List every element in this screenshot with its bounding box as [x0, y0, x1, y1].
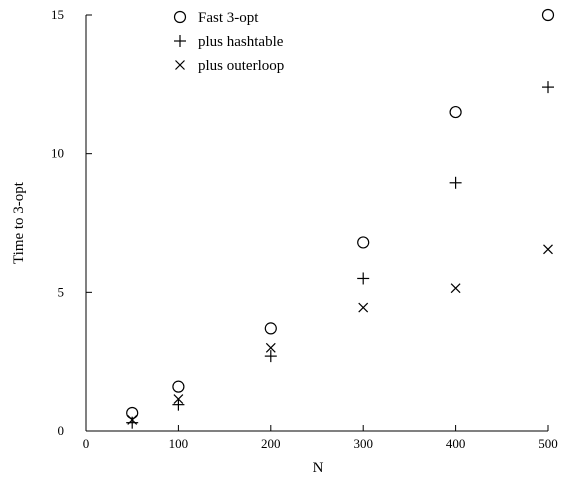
y-axis-ticks: 0 5 10 15: [51, 7, 92, 438]
series-fast-3-opt: [126, 8, 555, 420]
data-point-plus-marker: [449, 176, 462, 189]
legend-label: plus hashtable: [198, 34, 284, 50]
y-axis-label: Time to 3-opt: [11, 181, 27, 264]
legend-label: Fast 3-opt: [198, 10, 259, 26]
legend-cross-marker: [175, 60, 185, 70]
data-point-plus-marker: [126, 416, 139, 429]
legend-item: plus outerloop: [175, 58, 284, 74]
data-point-circle-marker: [357, 236, 370, 249]
data-point-cross-marker: [173, 394, 184, 405]
x-tick-label: 100: [169, 436, 189, 451]
data-point-cross-marker: [450, 283, 461, 294]
data-point-circle-marker: [264, 322, 277, 335]
data-point-plus-marker: [542, 81, 554, 94]
data-point-cross-marker: [265, 342, 276, 353]
data-point-plus-marker: [264, 350, 277, 363]
legend-item: plus hashtable: [174, 34, 284, 50]
x-axis-ticks: 0 100 200 300 400 500: [83, 425, 558, 451]
legend-item: Fast 3-opt: [173, 10, 259, 26]
x-tick-label: 0: [83, 436, 90, 451]
y-tick-label: 10: [51, 146, 64, 161]
data-point-circle-marker: [541, 8, 555, 22]
x-axis-label: N: [313, 460, 324, 476]
x-tick-label: 200: [261, 436, 281, 451]
series-plus-outerloop: [127, 244, 553, 425]
y-tick-label: 15: [51, 7, 64, 22]
data-point-cross-marker: [127, 414, 138, 425]
legend-label: plus outerloop: [198, 58, 284, 74]
x-tick-label: 300: [353, 436, 373, 451]
legend: Fast 3-opt plus hashtable plus outerloop: [173, 10, 284, 74]
y-tick-label: 0: [58, 423, 65, 438]
data-point-circle-marker: [449, 105, 462, 119]
data-point-plus-marker: [357, 272, 370, 285]
legend-circle-marker: [173, 10, 187, 24]
series-plus-hashtable: [126, 81, 554, 429]
y-tick-label: 5: [58, 284, 65, 299]
plot-area: 0 100 200 300 400 500 0 5 10 15: [51, 7, 558, 451]
x-tick-label: 400: [446, 436, 466, 451]
data-point-cross-marker: [358, 302, 369, 313]
data-point-cross-marker: [543, 244, 553, 255]
data-point-circle-marker: [172, 380, 185, 393]
x-tick-label: 500: [538, 436, 558, 451]
data-point-plus-marker: [172, 398, 185, 411]
data-points: [126, 8, 555, 429]
legend-plus-marker: [174, 35, 186, 47]
